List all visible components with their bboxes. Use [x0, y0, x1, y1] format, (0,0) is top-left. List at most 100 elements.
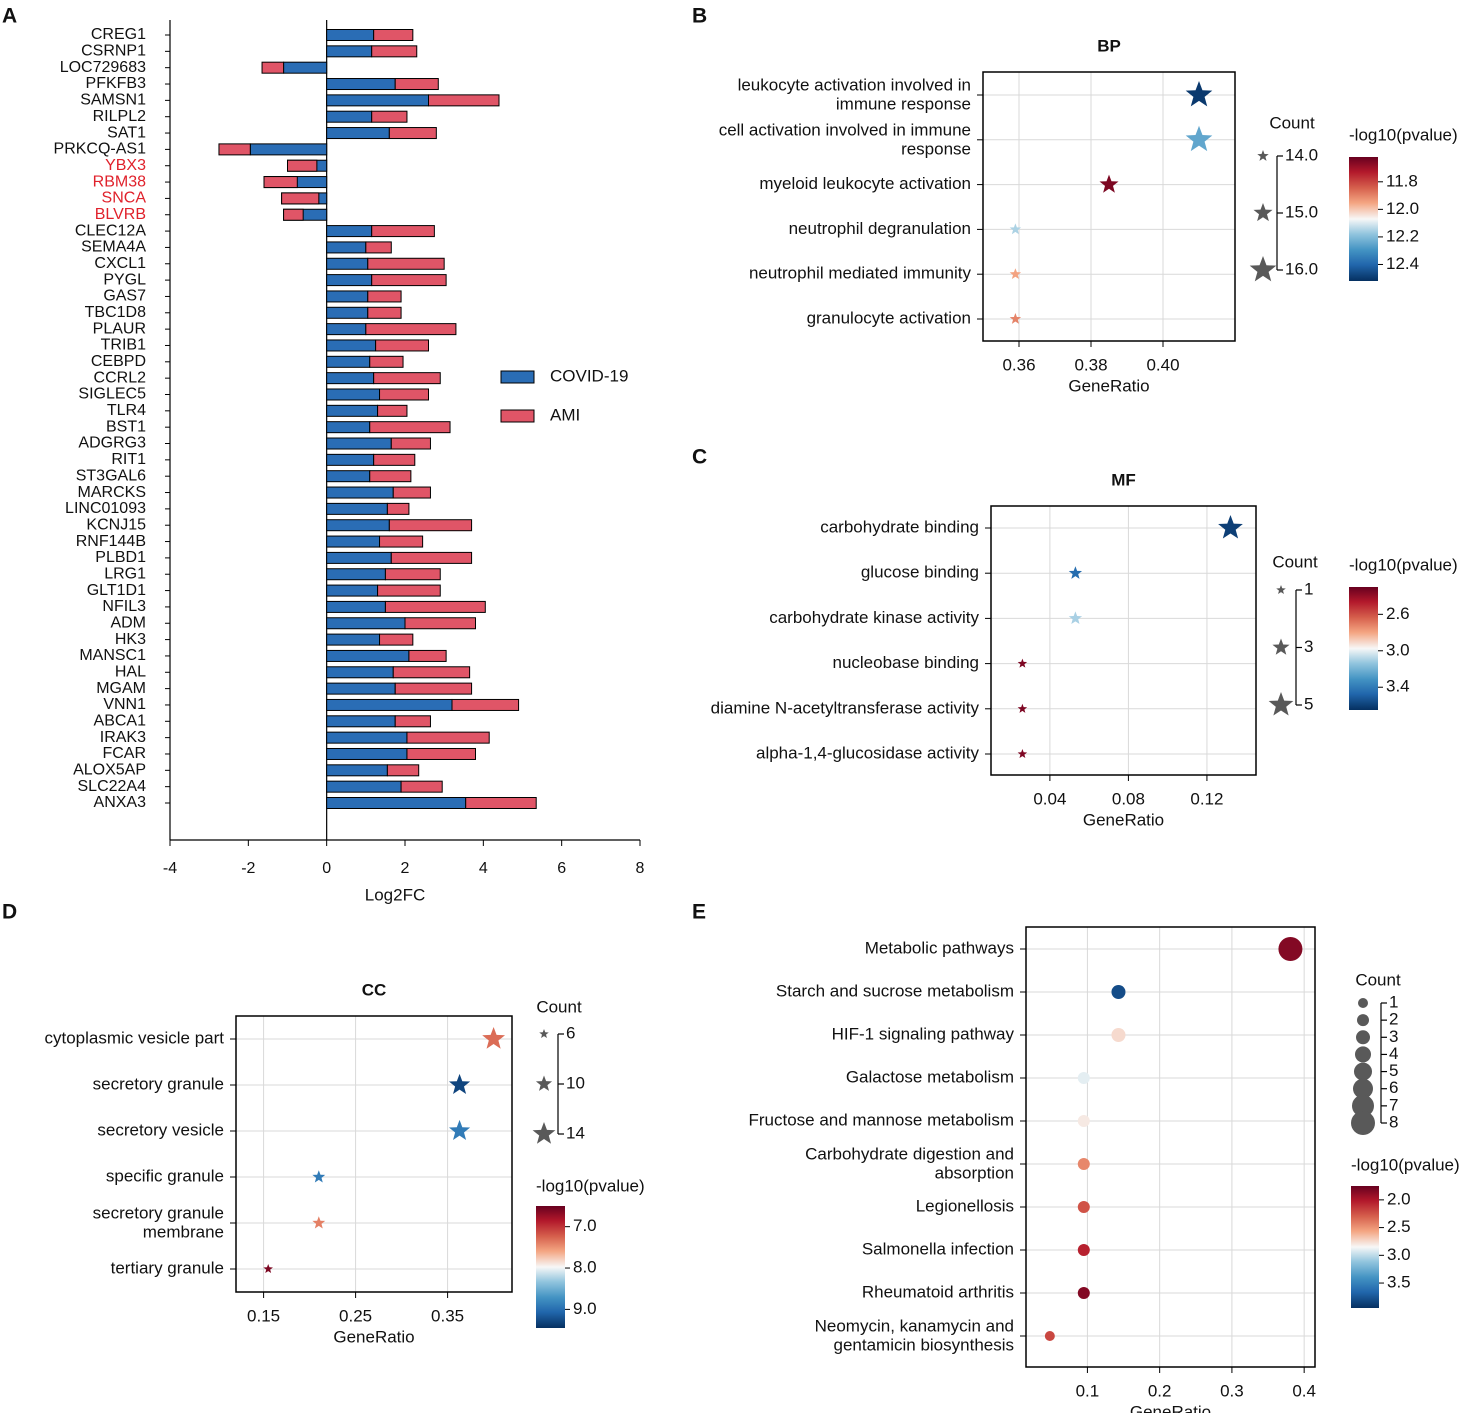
x-tick-label: 0.1	[1076, 1381, 1100, 1400]
panel-title: BP	[1097, 36, 1121, 55]
circle-marker	[1077, 1244, 1090, 1256]
bar-covid19	[326, 274, 373, 287]
gene-label: MANSC1	[79, 647, 146, 664]
term-label: cytoplasmic vesicle part	[44, 1028, 224, 1047]
bar-covid19	[249, 143, 328, 156]
term-label: HIF-1 signaling pathway	[832, 1024, 1015, 1043]
gene-label: RBM38	[93, 173, 146, 190]
bar-ami	[369, 470, 412, 483]
size-legend-label: 4	[1389, 1044, 1398, 1063]
bar-ami	[406, 731, 490, 744]
gene-label: TLR4	[107, 402, 146, 419]
gene-label: PRKCQ-AS1	[54, 141, 147, 158]
gene-label: LINC01093	[65, 500, 146, 517]
star-marker	[1068, 611, 1083, 625]
size-legend-label: 5	[1389, 1061, 1398, 1080]
size-legend-label: 14.0	[1285, 145, 1318, 164]
size-legend-label: 1	[1304, 579, 1313, 598]
bar-ami	[261, 61, 285, 74]
color-legend-title: -log10(pvalue)	[1349, 125, 1458, 144]
plot-frame	[982, 71, 1236, 342]
bar-ami	[404, 617, 476, 630]
plot-frame	[235, 1015, 513, 1293]
size-legend-star	[539, 1029, 549, 1039]
gene-label: IRAK3	[100, 729, 146, 746]
colorbar-tick-label: 7.0	[573, 1216, 597, 1235]
size-legend-title: Count	[1269, 113, 1315, 132]
bar-covid19	[326, 486, 394, 499]
bar-covid19	[326, 780, 402, 793]
bar-ami	[367, 257, 445, 270]
bar-ami	[394, 78, 439, 91]
circle-marker	[1077, 1158, 1090, 1170]
gene-label: ADGRG3	[78, 435, 146, 452]
x-tick-label: 0.12	[1190, 789, 1223, 808]
colorbar-tick-label: 8.0	[573, 1258, 597, 1277]
colorbar-tick-label: 3.0	[1386, 640, 1410, 659]
gene-label: ANXA3	[94, 794, 147, 811]
gene-label: VNN1	[103, 696, 146, 713]
bar-ami	[390, 551, 473, 564]
gene-label: GAS7	[103, 288, 146, 305]
bar-ami	[390, 437, 431, 450]
term-label: Rheumatoid arthritis	[862, 1282, 1014, 1301]
bar-covid19	[326, 257, 369, 270]
term-label: specific granule	[106, 1166, 224, 1185]
gene-label: RNF144B	[76, 533, 146, 550]
color-legend-title: -log10(pvalue)	[1351, 1155, 1460, 1174]
bar-covid19	[326, 682, 396, 695]
colorbar-tick-label: 3.4	[1386, 677, 1410, 696]
bar-ami	[375, 339, 429, 352]
bar-covid19	[326, 127, 390, 140]
circle-marker	[1278, 937, 1303, 961]
gene-label: HK3	[115, 631, 146, 648]
size-legend-circle	[1355, 1046, 1371, 1063]
size-legend-star	[1257, 150, 1269, 161]
circle-marker	[1111, 1028, 1126, 1042]
bar-covid19	[326, 241, 367, 254]
circle-marker	[1077, 1201, 1090, 1213]
colorbar-tick-label: 3.0	[1387, 1245, 1411, 1264]
gene-label: SAT1	[107, 124, 146, 141]
gene-label: ALOX5AP	[73, 762, 146, 779]
circle-marker	[1111, 985, 1126, 999]
size-legend-circle	[1358, 998, 1368, 1008]
panel-label-A: A	[2, 5, 17, 28]
bar-covid19	[326, 797, 467, 809]
bar-ami	[465, 797, 537, 809]
size-legend-star	[1268, 692, 1294, 716]
bar-ami	[283, 208, 304, 221]
bar-ami	[451, 698, 520, 711]
size-legend-star	[1249, 256, 1277, 282]
bar-ami	[367, 306, 402, 319]
gene-label: MGAM	[96, 680, 146, 697]
colorbar-tick-label: 12.2	[1386, 226, 1419, 245]
gene-label: ADM	[110, 614, 146, 631]
bar-ami	[373, 29, 414, 41]
gene-label: FCAR	[102, 745, 146, 762]
bar-ami	[263, 176, 298, 189]
term-label: Galactose metabolism	[846, 1067, 1014, 1086]
term-label: leukocyte activation involved in	[738, 75, 971, 94]
size-legend-circle	[1356, 1030, 1370, 1045]
bar-ami	[394, 715, 431, 728]
gene-label: CXCL1	[94, 255, 146, 272]
size-legend-star	[532, 1122, 556, 1144]
gene-label: RILPL2	[93, 108, 146, 125]
bar-covid19	[326, 290, 369, 303]
term-label: immune response	[836, 94, 971, 113]
gene-label: RIT1	[111, 451, 146, 468]
colorbar	[536, 1206, 565, 1328]
gene-label: BLVRB	[95, 206, 146, 223]
bar-covid19	[326, 502, 388, 515]
colorbar	[1351, 1186, 1379, 1308]
gene-label: SLC22A4	[78, 778, 147, 795]
size-legend-label: 15.0	[1285, 202, 1318, 221]
star-marker	[1009, 313, 1022, 324]
term-label: Starch and sucrose metabolism	[776, 981, 1014, 1000]
colorbar	[1349, 587, 1378, 710]
x-tick-label: 0.25	[339, 1306, 372, 1325]
gene-label: TBC1D8	[85, 304, 146, 321]
bar-covid19	[326, 306, 369, 319]
term-label: secretory granule	[93, 1203, 224, 1222]
